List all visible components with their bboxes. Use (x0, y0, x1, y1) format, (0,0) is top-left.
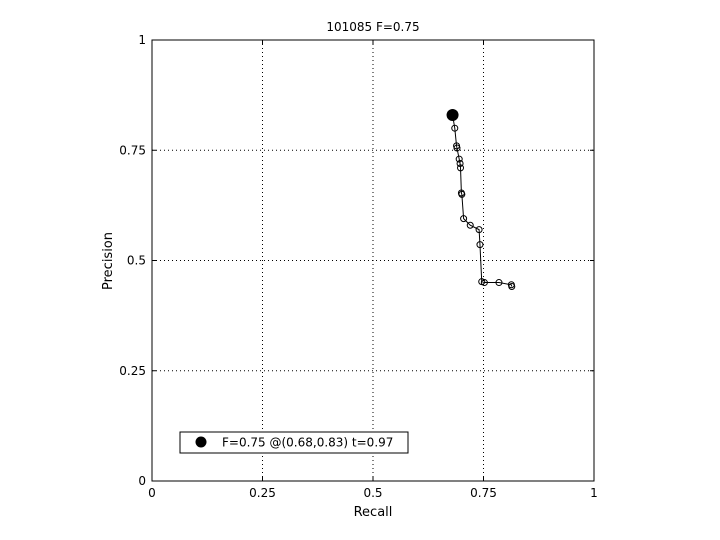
series-point (466, 221, 474, 229)
series-point (451, 124, 459, 132)
y-tick-label: 0.5 (127, 254, 146, 268)
series-point (453, 144, 461, 152)
grid-lines (152, 40, 594, 481)
x-tick-label: 0.25 (249, 486, 276, 500)
series-point (508, 283, 516, 291)
series-point (480, 279, 488, 287)
x-axis-label: Recall (354, 505, 393, 520)
x-tick-label: 1 (590, 486, 598, 500)
best-f-point (446, 108, 459, 121)
series-point (457, 164, 465, 172)
y-axis-label: Precision (101, 232, 116, 290)
x-tick-label: 0 (148, 486, 156, 500)
series-line (452, 114, 513, 287)
axis-ticks (151, 39, 595, 482)
legend-marker (195, 436, 207, 448)
y-tick-label: 0 (138, 474, 146, 488)
series-point (458, 190, 466, 198)
series-point (460, 215, 468, 223)
series-point (475, 226, 483, 234)
legend-label: F=0.75 @(0.68,0.83) t=0.97 (222, 436, 393, 450)
series-point (495, 279, 503, 287)
series-point (455, 155, 463, 163)
legend: F=0.75 @(0.68,0.83) t=0.97 (179, 431, 409, 454)
series-layer (446, 108, 516, 291)
x-tick-labels: 0 0.25 0.5 0.75 1 (148, 486, 598, 500)
y-tick-label: 0.25 (119, 364, 146, 378)
chart-title: 101085 F=0.75 (326, 20, 419, 34)
y-tick-label: 0.75 (119, 143, 146, 157)
y-tick-labels: 0 0.25 0.5 0.75 1 (119, 33, 146, 488)
series-point (456, 159, 464, 167)
x-tick-label: 0.75 (470, 486, 497, 500)
x-tick-label: 0.5 (363, 486, 382, 500)
y-tick-label: 1 (138, 33, 146, 47)
series-point (476, 241, 484, 249)
legend-box (179, 431, 409, 454)
